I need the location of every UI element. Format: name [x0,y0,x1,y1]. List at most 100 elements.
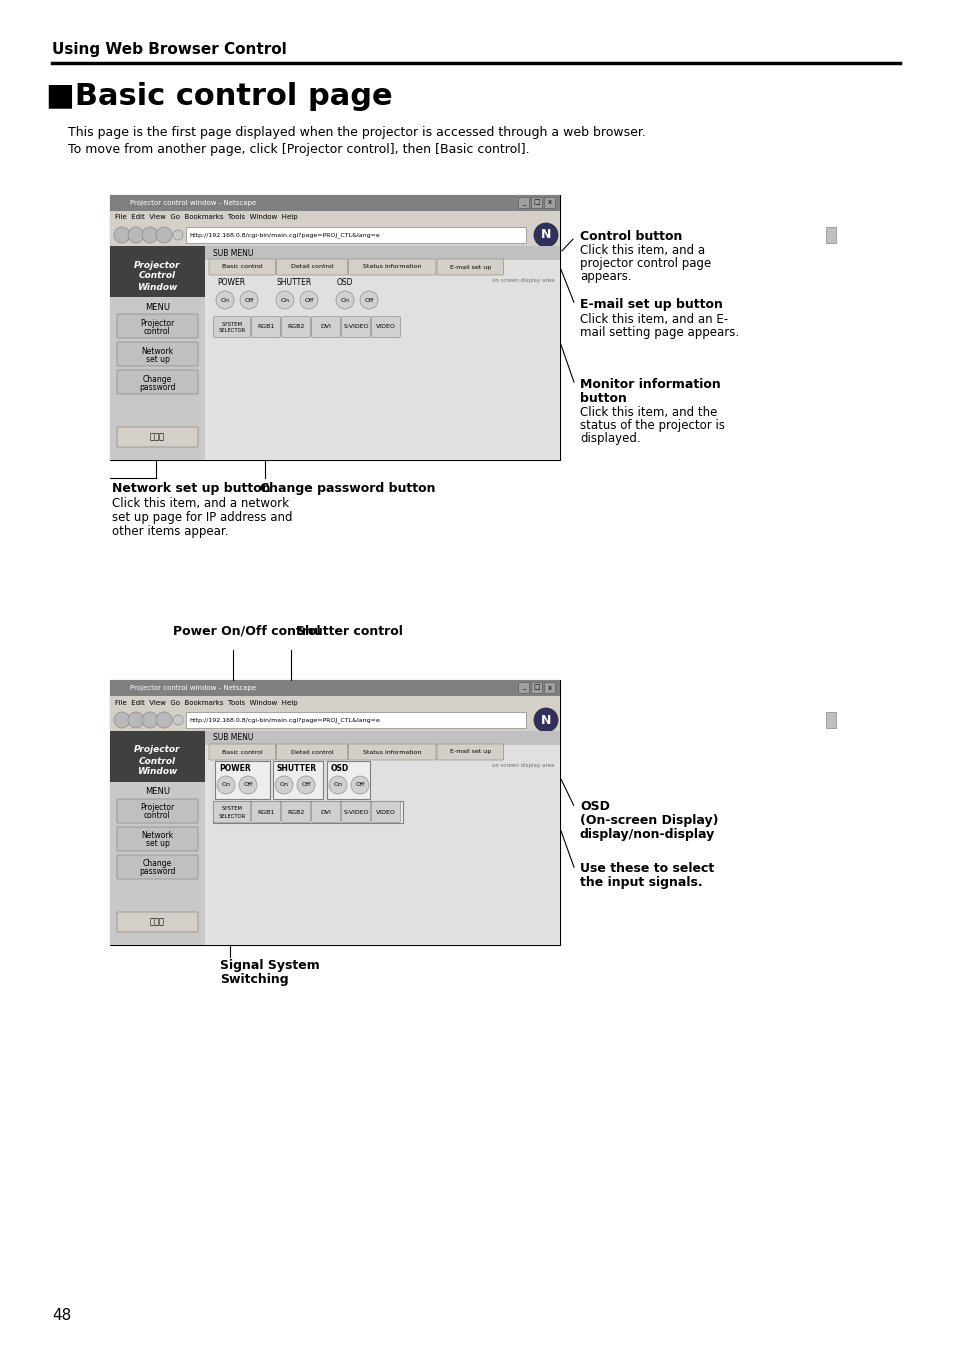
Bar [110,731,205,946]
Text: Off: Off [304,298,314,302]
FancyBboxPatch shape [209,259,275,275]
Text: SUB MENU: SUB MENU [213,734,253,742]
Text: Control button: Control button [579,229,681,243]
Text: Detail control: Detail control [291,264,333,270]
FancyBboxPatch shape [436,259,503,275]
FancyBboxPatch shape [213,801,251,823]
Text: RGB2: RGB2 [287,809,304,815]
Text: This page is the first page displayed when the projector is accessed through a w: This page is the first page displayed wh… [68,125,645,139]
Circle shape [240,291,257,309]
Text: other items appear.: other items appear. [112,525,229,538]
Text: MENU: MENU [145,788,170,796]
Text: appears.: appears. [579,270,631,283]
Text: Off: Off [301,782,311,788]
Bar [205,731,559,946]
Text: RGB1: RGB1 [257,325,274,329]
Text: Click this item, and a network: Click this item, and a network [112,496,289,510]
Text: Monitor information: Monitor information [579,378,720,391]
FancyBboxPatch shape [209,745,275,759]
Bar [205,246,559,260]
Text: SELECTOR: SELECTOR [218,329,245,333]
Text: Window: Window [137,768,177,777]
Text: set up page for IP address and: set up page for IP address and [112,511,293,523]
FancyBboxPatch shape [348,259,436,275]
Text: On: On [280,298,289,302]
Bar [186,712,525,728]
Text: button: button [579,393,626,405]
Text: On: On [340,298,349,302]
Circle shape [142,712,158,728]
Text: Projector control window - Netscape: Projector control window - Netscape [130,685,255,691]
Text: SYSTEM: SYSTEM [221,807,242,812]
Text: 48: 48 [52,1309,71,1323]
Bar [205,246,559,460]
FancyBboxPatch shape [312,801,340,823]
FancyBboxPatch shape [436,745,503,759]
Circle shape [329,776,347,795]
Circle shape [534,708,558,733]
Text: On: On [221,782,231,788]
Text: Status information: Status information [363,750,421,754]
Text: Shutter control: Shutter control [295,625,402,638]
Text: password: password [139,867,175,877]
Text: Projector control window - Netscape: Projector control window - Netscape [130,200,255,206]
Text: Projector: Projector [140,318,174,328]
Text: control: control [144,812,171,820]
Text: mail setting page appears.: mail setting page appears. [579,326,739,339]
Text: POWER: POWER [216,278,245,287]
Text: VIDEO: VIDEO [375,325,395,329]
Text: http://192.168.0.8/cgi-bin/main.cgi?page=PROJ_CTL&lang=e: http://192.168.0.8/cgi-bin/main.cgi?page… [189,718,379,723]
Circle shape [274,776,293,795]
Circle shape [172,229,183,240]
Bar [214,761,270,799]
Bar [110,246,205,460]
Text: RGB1: RGB1 [257,809,274,815]
Text: Click this item, and an E-: Click this item, and an E- [579,313,727,326]
Text: displayed.: displayed. [579,432,640,445]
Text: Click this item, and the: Click this item, and the [579,406,717,420]
Text: 日本語: 日本語 [150,917,165,927]
Bar [531,683,541,693]
Text: On: On [279,782,288,788]
Text: S-VIDEO: S-VIDEO [343,809,369,815]
FancyBboxPatch shape [117,370,198,394]
Text: SYSTEM: SYSTEM [221,321,242,326]
Circle shape [534,223,558,247]
Text: OSD: OSD [579,800,609,813]
Text: 日本語: 日本語 [150,433,165,441]
Text: Use these to select: Use these to select [579,862,714,876]
FancyBboxPatch shape [252,317,280,337]
Circle shape [142,227,158,243]
Bar [110,696,559,710]
Text: Window: Window [137,282,177,291]
Text: E-mail set up: E-mail set up [449,750,491,754]
FancyBboxPatch shape [117,827,198,851]
Bar [825,227,835,243]
Bar [273,761,323,799]
Text: Switching: Switching [220,973,289,986]
Text: Signal System: Signal System [220,959,319,973]
Text: Projector: Projector [134,746,180,754]
FancyBboxPatch shape [348,745,436,759]
Bar [110,680,559,696]
Bar [110,297,205,460]
Text: password: password [139,383,175,391]
Bar [110,680,559,946]
Circle shape [113,227,130,243]
Text: E-mail set up button: E-mail set up button [579,298,722,312]
Text: Network set up button: Network set up button [112,482,271,495]
Text: RGB2: RGB2 [287,325,304,329]
Text: □: □ [533,684,539,691]
Text: Basic control: Basic control [222,264,262,270]
Bar [327,761,370,799]
Text: On: On [334,782,342,788]
Bar [517,683,529,693]
Bar [517,197,529,208]
Text: projector control page: projector control page [579,258,711,270]
Text: (On-screen Display): (On-screen Display) [579,813,718,827]
Text: status of the projector is: status of the projector is [579,420,724,432]
FancyBboxPatch shape [117,314,198,339]
Text: □: □ [533,200,539,205]
Text: To move from another page, click [Projector control], then [Basic control].: To move from another page, click [Projec… [68,143,529,156]
Text: On: On [220,298,230,302]
